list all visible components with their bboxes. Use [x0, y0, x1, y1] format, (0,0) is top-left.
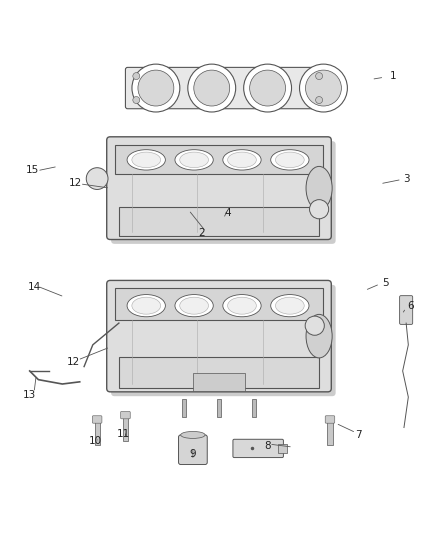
Text: 14: 14: [28, 282, 41, 293]
Ellipse shape: [175, 295, 213, 317]
Ellipse shape: [127, 150, 166, 170]
Ellipse shape: [181, 431, 205, 439]
Bar: [119, 207, 319, 236]
Text: 4: 4: [224, 208, 231, 219]
FancyBboxPatch shape: [107, 280, 331, 392]
FancyBboxPatch shape: [92, 416, 102, 423]
FancyBboxPatch shape: [111, 285, 336, 396]
Bar: [115, 288, 323, 320]
Bar: [217, 399, 221, 417]
Text: 2: 2: [198, 228, 205, 238]
Text: 7: 7: [355, 430, 362, 440]
Ellipse shape: [175, 150, 213, 170]
Circle shape: [316, 96, 322, 103]
FancyBboxPatch shape: [111, 141, 336, 244]
Text: 1: 1: [390, 71, 396, 81]
Text: 12: 12: [69, 178, 82, 188]
Text: 9: 9: [190, 449, 196, 458]
Ellipse shape: [228, 297, 256, 314]
Circle shape: [244, 64, 292, 112]
Bar: [278, 444, 287, 453]
Circle shape: [194, 70, 230, 106]
Ellipse shape: [132, 152, 161, 168]
Ellipse shape: [180, 297, 208, 314]
FancyBboxPatch shape: [107, 137, 331, 239]
Ellipse shape: [223, 295, 261, 317]
Ellipse shape: [306, 166, 332, 210]
Text: 15: 15: [26, 165, 39, 175]
FancyBboxPatch shape: [325, 416, 335, 423]
Bar: [123, 415, 128, 441]
FancyBboxPatch shape: [125, 67, 330, 109]
Text: 3: 3: [403, 174, 410, 183]
Ellipse shape: [276, 152, 304, 168]
Bar: [252, 399, 256, 417]
Circle shape: [138, 70, 174, 106]
Ellipse shape: [271, 150, 309, 170]
FancyBboxPatch shape: [179, 435, 207, 465]
Text: 5: 5: [382, 278, 389, 288]
Text: 10: 10: [88, 435, 102, 446]
Text: 13: 13: [23, 390, 36, 400]
Circle shape: [310, 200, 328, 219]
FancyBboxPatch shape: [399, 296, 413, 325]
Ellipse shape: [306, 314, 332, 358]
Bar: [119, 357, 319, 389]
FancyBboxPatch shape: [120, 411, 130, 419]
Ellipse shape: [180, 152, 208, 168]
Bar: [95, 419, 100, 445]
Bar: [115, 144, 323, 174]
Circle shape: [305, 70, 341, 106]
Circle shape: [316, 72, 322, 79]
Text: 6: 6: [408, 301, 414, 311]
Bar: [193, 373, 245, 391]
Text: 11: 11: [117, 429, 130, 439]
Circle shape: [250, 70, 286, 106]
Ellipse shape: [271, 295, 309, 317]
Ellipse shape: [127, 295, 166, 317]
Text: 8: 8: [265, 441, 271, 451]
Text: 12: 12: [67, 357, 80, 367]
Ellipse shape: [132, 297, 161, 314]
Bar: [182, 399, 186, 417]
Ellipse shape: [228, 152, 256, 168]
Bar: [327, 419, 332, 445]
Circle shape: [86, 168, 108, 189]
FancyBboxPatch shape: [233, 439, 283, 457]
Circle shape: [133, 72, 140, 79]
Ellipse shape: [223, 150, 261, 170]
Ellipse shape: [276, 297, 304, 314]
Circle shape: [132, 64, 180, 112]
Circle shape: [188, 64, 236, 112]
Circle shape: [305, 316, 324, 335]
Circle shape: [300, 64, 347, 112]
Circle shape: [133, 96, 140, 103]
